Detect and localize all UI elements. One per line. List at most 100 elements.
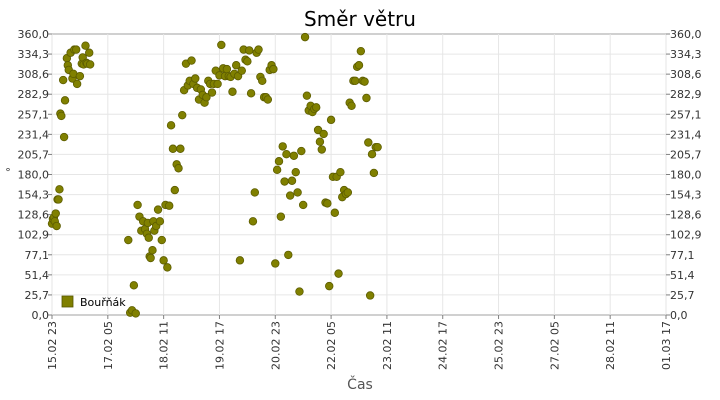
y-tick-label: 128,6 [18,209,50,222]
data-point [298,200,308,210]
data-point [272,165,282,175]
x-tick-label: 25.02 23 [493,321,506,370]
data-point [222,64,232,74]
data-point [367,150,377,159]
data-point [133,200,142,210]
data-point [153,205,163,214]
x-tick-label: 27.02 05 [548,321,561,370]
data-point [258,76,267,86]
data-point [131,309,140,318]
data-point [276,212,286,221]
data-point [245,46,254,55]
y-axis-right: 0,0 25,7 51,4 77,1 102,9 128,6 154,3 180,0 205,7… [666,28,702,322]
y-tick-label: 154,3 [18,189,50,202]
data-point [291,167,300,177]
data-point [235,256,245,265]
grid-lines [51,34,667,315]
y-tick-label-right: 180,0 [670,169,702,182]
data-point [71,45,81,54]
data-point [60,96,70,105]
data-point [176,144,185,153]
data-point [217,40,226,50]
data-point [157,235,166,245]
y-tick-label: 334,3 [18,48,50,61]
data-point [228,87,237,96]
data-point [54,195,63,204]
data-point [365,291,375,300]
data-point [317,145,326,154]
y-tick-label: 231,4 [18,128,50,141]
y-tick-label: 25,7 [25,289,50,302]
data-point [330,208,340,217]
x-axis: 15.02 23 17.02 05 18.02 11 19.02 17 20.02 23… [46,315,673,370]
data-point [347,101,356,111]
data-point [59,132,69,142]
x-tick-label: 18.02 11 [158,321,171,370]
data-point [174,164,183,173]
y-tick-label-right: 0,0 [670,309,688,322]
legend-label: Bouřňák [80,296,126,309]
data-point [369,168,379,178]
data-points [47,32,382,318]
data-point [319,129,328,139]
data-point [343,188,353,197]
data-point [326,115,336,125]
data-point [297,146,306,156]
data-point [168,144,178,153]
data-point [144,233,153,242]
legend-swatch [61,295,74,308]
data-point [323,199,332,208]
data-point [364,138,373,147]
x-tick-label: 28.02 11 [604,321,617,370]
data-point [274,157,284,166]
data-point [165,201,174,210]
data-point [129,281,139,290]
data-point [237,66,246,75]
x-tick-label: 19.02 17 [213,321,226,370]
data-point [72,79,82,89]
x-tick-label: 15.02 23 [46,321,59,370]
data-point [360,77,369,86]
x-tick-label: 24.02 17 [437,321,450,370]
data-point [231,61,241,70]
data-point [295,287,304,296]
data-point [58,75,68,85]
data-point [55,185,64,194]
data-point [246,89,256,98]
y-tick-label-right: 231,4 [670,128,702,141]
data-point [315,137,325,146]
data-point [271,259,280,268]
x-tick-label: 17.02 05 [102,321,115,370]
y-tick-label: 180,0 [18,169,50,182]
data-point [356,46,366,56]
data-point [170,185,179,195]
y-tick-label-right: 308,6 [670,68,702,81]
y-tick-label: 102,9 [18,229,50,242]
y-tick-label-right: 51,4 [670,269,695,282]
y-tick-label: 360,0 [18,28,50,41]
data-point [191,74,200,83]
x-axis-title: Čas [347,375,373,393]
data-point [254,45,263,54]
y-tick-label-right: 334,3 [670,48,702,61]
data-point [289,151,299,160]
data-point [159,256,168,265]
data-point [146,253,155,263]
y-tick-label: 205,7 [18,148,50,161]
data-point [354,61,364,70]
data-point [285,191,295,200]
data-point [85,48,94,57]
x-tick-label: 23.02 11 [381,321,394,370]
data-point [124,235,133,245]
legend: Bouřňák [61,295,126,309]
y-tick-label-right: 102,9 [670,229,702,242]
y-tick-label: 51,4 [25,269,50,282]
data-point [243,57,252,66]
data-point [75,71,85,81]
data-point [166,121,176,130]
y-axis-title: ° [5,166,11,179]
data-point [302,91,312,100]
data-point [284,250,293,260]
